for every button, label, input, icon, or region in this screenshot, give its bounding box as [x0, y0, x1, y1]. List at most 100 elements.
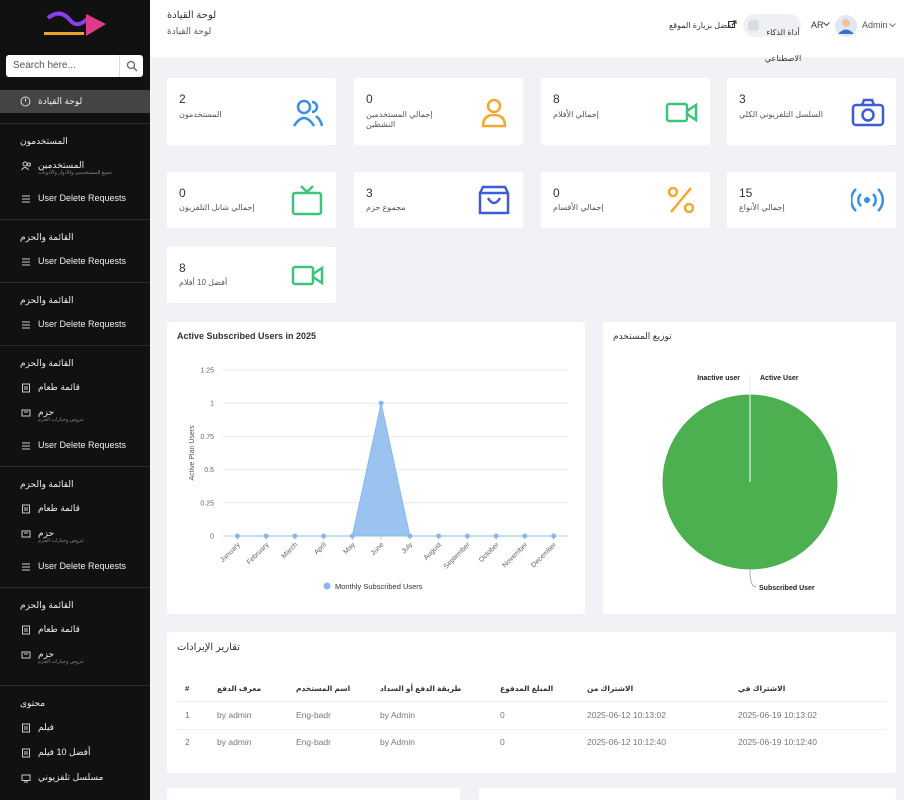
stat-label: أفضل 10 أفلام [179, 278, 228, 287]
stat-label: إجمالي الأفلام [553, 110, 599, 119]
column-header: طريقة الدفع أو السداد [380, 684, 462, 693]
nav-label: User Delete Requests [38, 319, 127, 329]
stat-card: 3 مجموع حزم [354, 172, 523, 228]
leader-line [749, 569, 757, 588]
x-tick-label: October [478, 541, 501, 564]
nav-item[interactable]: User Delete Requests [0, 557, 150, 577]
nav-sublabel: جميع المستخدمين والأدوار والأذونات [38, 170, 112, 176]
stat-card: 3 السلسل التلفزيوني الكلي [727, 78, 896, 145]
divider [0, 345, 150, 346]
section-title: القائمة والحزم [20, 600, 74, 610]
stat-label: إجمالي الأنواع [739, 203, 785, 212]
divider [177, 701, 886, 702]
header: لوحة القيادة لوحة القيادة تفضل بزيارة ال… [150, 0, 904, 63]
nav-item[interactable]: أفضل 10 فيلم [0, 743, 150, 763]
stat-value: 0 [179, 186, 186, 200]
point [407, 533, 413, 539]
nav-item[interactable]: User Delete Requests [0, 315, 150, 335]
stat-value: 8 [179, 261, 186, 275]
sidebar: Search here... لوحة القيادة المستخدمون ال… [0, 0, 150, 800]
x-tick-label: December [530, 541, 558, 569]
nav-item[interactable]: فيلم [0, 718, 150, 738]
language-selector[interactable]: AR [811, 20, 824, 30]
x-tick-label: July [401, 541, 415, 555]
stat-icon [291, 185, 323, 216]
nav-item[interactable]: حزم عروض وخيارات الحزم [0, 524, 150, 544]
stat-icon [481, 98, 507, 127]
nav-item[interactable]: قائمة طعام [0, 620, 150, 640]
pie-chart: توزيع المستخدم Inactive user Active User Su… [613, 331, 839, 592]
nav-item[interactable]: المستخدمين جميع المستخدمين والأدوار والأذ… [0, 156, 150, 176]
nav-label: فيلم [38, 722, 54, 732]
page-title: لوحة القيادة [167, 10, 217, 21]
search-icon[interactable] [126, 60, 138, 72]
stat-value: 2 [179, 92, 186, 106]
search-box[interactable]: Search here... [6, 55, 143, 77]
nav-item[interactable]: User Delete Requests [0, 189, 150, 209]
divider [177, 729, 886, 730]
table-cell: by admin [217, 737, 252, 747]
stat-icon [851, 98, 885, 126]
nav-item[interactable]: قائمة طعام [0, 499, 150, 519]
stat-value: 0 [553, 186, 560, 200]
ai-tool-button[interactable] [743, 14, 801, 37]
divider [0, 587, 150, 588]
column-header: # [185, 684, 190, 693]
column-header: المبلغ المدفوع [500, 684, 554, 693]
stat-icon [665, 102, 698, 122]
chart-title: توزيع المستخدم [613, 331, 672, 341]
table-cell: 2 [185, 737, 190, 747]
point [234, 533, 240, 539]
x-tick-label: March [281, 541, 300, 560]
nav-label: حزم [38, 649, 55, 659]
table-cell: 0 [500, 710, 505, 720]
nav-item[interactable]: حزم عروض وخيارات الحزم [0, 645, 150, 665]
slice-label: Active User [760, 375, 799, 382]
nav-item[interactable]: قائمة طعام [0, 378, 150, 398]
table-cell: 2025-06-12 10:12:40 [587, 737, 666, 747]
stat-value: 15 [739, 186, 753, 200]
active-nav-item[interactable]: لوحة القيادة [0, 90, 150, 113]
legend-label: Monthly Subscribed Users [335, 582, 423, 591]
section-title: القائمة والحزم [20, 479, 74, 489]
slice-label: Subscribed User [759, 585, 815, 592]
section-title: محتوى [20, 698, 46, 708]
nav-icon [21, 161, 31, 171]
user-name[interactable]: Admin [862, 20, 888, 30]
stat-label: السلسل التلفزيوني الكلي [739, 110, 823, 119]
point [493, 533, 499, 539]
column-header: اسم المستخدم [296, 684, 351, 693]
nav-item[interactable]: مسلسل تلفزيوني [0, 768, 150, 788]
visit-site-link[interactable]: تفضل بزيارة الموقع [669, 21, 734, 30]
section-title: القائمة والحزم [20, 295, 74, 305]
stat-card: 8 أفضل 10 أفلام [167, 247, 336, 303]
avatar[interactable] [835, 15, 857, 37]
y-tick-label: 0.5 [204, 467, 214, 474]
divider [0, 685, 150, 686]
nav-item[interactable]: User Delete Requests [0, 436, 150, 456]
nav-icon [22, 258, 30, 266]
nav-icon [21, 409, 31, 417]
section-title: المستخدمون [20, 136, 68, 146]
y-axis-label: Active Plan Users [189, 425, 196, 481]
point [349, 533, 355, 539]
stat-icon [851, 188, 885, 212]
nav-sublabel: عروض وخيارات الحزم [38, 538, 85, 544]
nav-item[interactable]: User Delete Requests [0, 252, 150, 272]
nav-icon [22, 383, 30, 393]
nav-item[interactable]: حزم عروض وخيارات الحزم [0, 403, 150, 423]
card [167, 788, 460, 800]
table-cell: by admin [217, 710, 252, 720]
table-cell: by Admin [380, 710, 415, 720]
point [551, 533, 557, 539]
nav-sublabel: عروض وخيارات الحزم [38, 659, 85, 665]
nav-icon [22, 195, 30, 203]
nav-label: حزم [38, 407, 55, 417]
stat-value: 8 [553, 92, 560, 106]
nav-label: قائمة طعام [38, 624, 80, 634]
table-cell: Eng-badr [296, 737, 331, 747]
x-tick-label: April [313, 541, 328, 556]
y-tick-label: 0 [210, 534, 214, 541]
y-tick-label: 1.25 [200, 368, 214, 375]
